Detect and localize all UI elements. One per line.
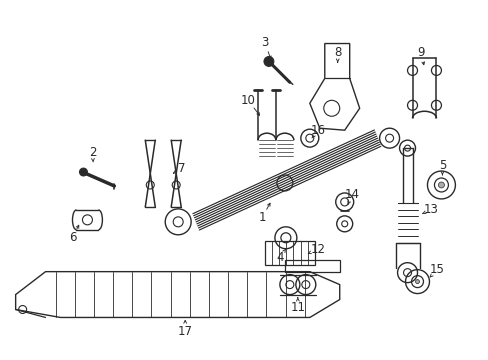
Text: 3: 3 [261, 36, 268, 49]
Text: 11: 11 [290, 301, 305, 314]
Circle shape [264, 57, 273, 67]
Text: 17: 17 [177, 325, 192, 338]
Text: 14: 14 [344, 188, 359, 202]
Text: 4: 4 [276, 251, 283, 264]
Circle shape [415, 280, 419, 284]
Text: 9: 9 [417, 46, 425, 59]
Text: 1: 1 [258, 211, 265, 224]
Text: 13: 13 [423, 203, 438, 216]
Text: 12: 12 [310, 243, 325, 256]
Text: 8: 8 [333, 46, 341, 59]
Text: 16: 16 [310, 124, 325, 137]
Text: 5: 5 [438, 158, 445, 172]
Text: 7: 7 [178, 162, 185, 175]
Text: 10: 10 [240, 94, 255, 107]
Text: 2: 2 [88, 145, 96, 159]
Circle shape [80, 168, 87, 176]
Text: 15: 15 [429, 263, 444, 276]
Text: 6: 6 [69, 231, 76, 244]
Circle shape [438, 182, 444, 188]
